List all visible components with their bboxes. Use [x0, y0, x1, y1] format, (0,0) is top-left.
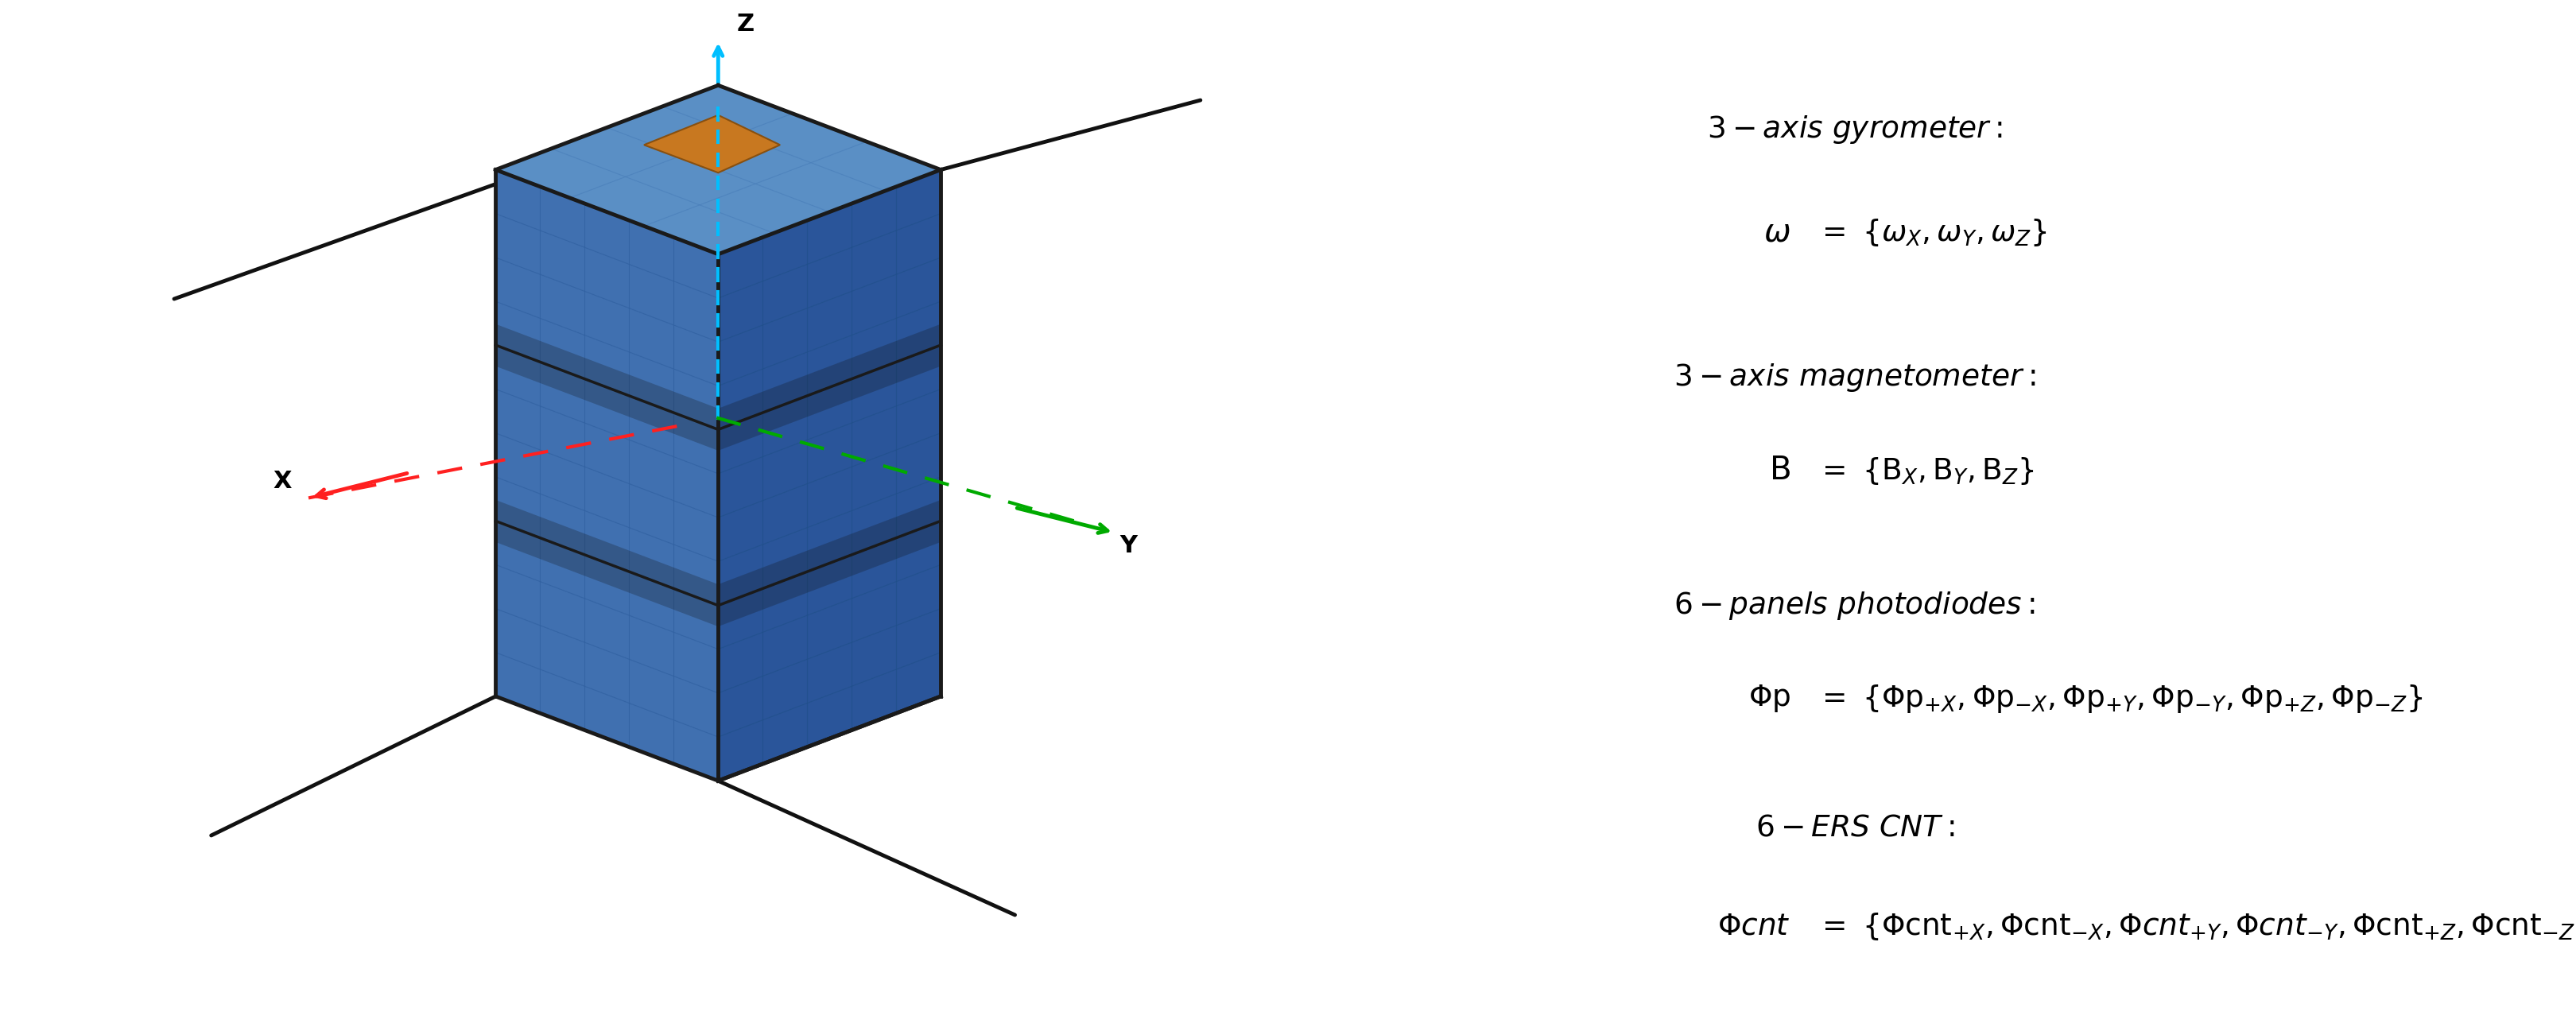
Polygon shape	[719, 170, 940, 780]
Text: $6-\mathit{ERS}\ \mathit{CNT}:$: $6-\mathit{ERS}\ \mathit{CNT}:$	[1754, 814, 1955, 842]
Text: $\omega$: $\omega$	[1765, 218, 1790, 247]
Text: $\Phi \mathit{cnt}$: $\Phi \mathit{cnt}$	[1718, 912, 1790, 941]
Text: $\mathrm{B}$: $\mathrm{B}$	[1770, 456, 1790, 485]
Text: $3-axis\ \mathit{gyrometer}:$: $3-axis\ \mathit{gyrometer}:$	[1708, 114, 2002, 145]
Text: $=\ \{\omega_X, \omega_Y, \omega_Z\}$: $=\ \{\omega_X, \omega_Y, \omega_Z\}$	[1816, 217, 2048, 248]
Polygon shape	[644, 115, 781, 173]
Text: Z: Z	[737, 12, 755, 35]
Polygon shape	[495, 324, 719, 450]
Text: $3-axis\ \mathit{magnetometer}:$: $3-axis\ \mathit{magnetometer}:$	[1674, 362, 2035, 393]
Text: $=\ \{\mathrm{B}_X, \mathrm{B}_Y, \mathrm{B}_Z\}$: $=\ \{\mathrm{B}_X, \mathrm{B}_Y, \mathr…	[1816, 455, 2035, 486]
Polygon shape	[719, 500, 940, 626]
Polygon shape	[719, 324, 940, 450]
Text: $=\ \{\Phi\mathrm{p}_{+X},\Phi\mathrm{p}_{-X},\Phi\mathrm{p}_{+Y},\Phi\mathrm{p}: $=\ \{\Phi\mathrm{p}_{+X},\Phi\mathrm{p}…	[1816, 683, 2424, 714]
Polygon shape	[495, 170, 719, 780]
Text: Y: Y	[1121, 534, 1139, 557]
Text: $6-\mathit{panels}\ \mathit{photodiodes}:$: $6-\mathit{panels}\ \mathit{photodiodes}…	[1674, 590, 2035, 621]
Polygon shape	[495, 85, 940, 255]
Text: X: X	[273, 470, 291, 493]
Polygon shape	[495, 500, 719, 626]
Text: $=\ \{\Phi\mathrm{cnt}_{+X},\Phi\mathrm{cnt}_{-X},\Phi\mathit{cnt}_{+Y},\Phi\mat: $=\ \{\Phi\mathrm{cnt}_{+X},\Phi\mathrm{…	[1816, 911, 2576, 942]
Text: $\Phi \mathrm{p}$: $\Phi \mathrm{p}$	[1749, 683, 1790, 714]
